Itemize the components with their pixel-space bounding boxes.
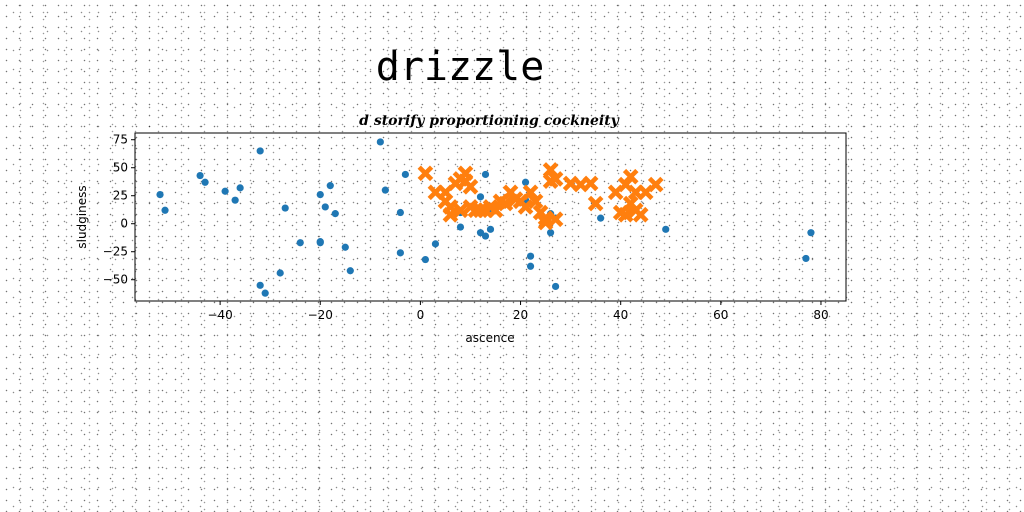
scatter-point [231,196,239,204]
scatter-x-marker [417,165,434,182]
scatter-point [161,206,169,214]
scatter-x-marker [537,214,554,231]
scatter-point [316,191,324,199]
scatter-x-marker [617,206,634,223]
scatter-point [376,138,384,146]
scatter-x-marker [487,202,504,219]
y-tick-label: 50 [113,161,128,175]
scatter-x-marker [497,195,514,212]
scatter-x-marker [587,195,604,212]
x-axis: −40 −20 0 20 40 60 80 [207,301,829,322]
scatter-x-marker [472,202,489,219]
x-tick-label: −40 [207,308,232,322]
scatter-point [802,254,810,263]
scatter-point [201,178,209,186]
scatter-point [261,289,269,297]
scatter-x-marker [442,206,459,223]
scatter-point [396,249,404,257]
scatter-point [316,238,324,246]
y-tick-label: −50 [103,273,128,287]
scatter-x-marker [452,202,469,219]
scatter-point [807,229,815,237]
scatter-x-marker [517,199,534,215]
scatter-point [321,203,329,211]
chart-subtitle: d storify proportioning cockneity [359,113,620,129]
scatter-point [431,240,440,248]
scatter-point [341,243,349,251]
y-axis: −50 −25 0 25 50 75 [103,133,135,287]
scatter-x-marker [647,176,664,193]
plot-area [156,138,815,297]
plot-frame [134,132,847,302]
x-tick-label: −20 [308,308,333,322]
scatter-point [236,184,244,192]
scatter-point [296,239,304,247]
scatter-x-marker [462,178,479,195]
scatter-point [256,147,264,155]
scatter-point [196,171,204,180]
scatter-x-marker [547,211,564,228]
scatter-point [421,255,430,264]
scatter-point [476,193,485,201]
scatter-point [256,281,264,289]
scatter-point [546,229,555,237]
y-tick-label: −25 [103,245,128,259]
scatter-point [221,187,229,195]
y-tick-label: 75 [113,133,128,147]
x-tick-label: 60 [713,308,728,322]
scatter-x-marker [547,171,564,187]
scatter-point [156,191,164,199]
scatter-point [481,170,490,179]
scatter-point [401,170,409,179]
y-axis-label: sludginess [75,185,89,248]
scatter-x-marker [632,206,649,223]
scatter-point [486,225,495,233]
scatter-point [396,208,404,217]
scatter-point [662,225,670,233]
scatter-x-marker [522,184,539,201]
scatter-point [551,282,560,291]
scatter-point [526,252,535,260]
scatter-x-marker [527,193,544,210]
scatter-point [276,269,284,277]
scatter-point [281,204,289,212]
y-tick-label: 0 [120,217,128,231]
scatter-point [526,262,535,270]
scatter-x-marker [622,168,639,185]
x-tick-label: 0 [417,308,425,322]
scatter-point [381,186,389,194]
scatter-point [481,232,490,240]
scatter-point [326,182,334,190]
scatter-x-marker [582,175,599,192]
scatter-point [346,267,354,275]
scatter-point [456,223,465,231]
scatter-point [331,210,339,218]
x-tick-label: 80 [813,308,828,322]
scatter-point [597,214,605,222]
x-axis-label: ascence [465,331,514,345]
x-tick-label: 20 [513,308,528,322]
scatter-point [521,178,530,186]
x-tick-label: 40 [613,308,628,322]
y-tick-label: 25 [113,189,128,203]
chart-title: drizzle [376,44,545,90]
